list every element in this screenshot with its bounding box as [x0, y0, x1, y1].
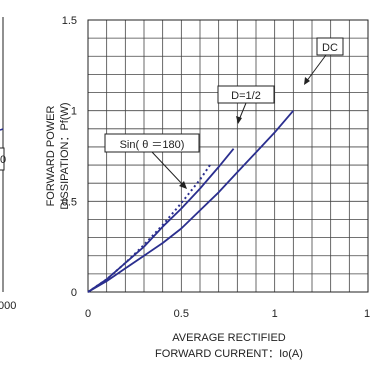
- annotation-dc-box: [316, 37, 344, 56]
- annotation-sin-arrowhead: [179, 181, 187, 189]
- series-line-sin: [87, 162, 213, 293]
- annotation-dc-label: DC: [322, 42, 338, 54]
- x-tick-label: 1: [364, 308, 370, 320]
- y-tick-label: 1: [71, 106, 77, 118]
- series-line-d-half: [87, 148, 235, 293]
- plot-frame: [87, 19, 369, 293]
- neighbor-curve-stub: [0, 128, 4, 131]
- annotation-d-half: D=1/2: [217, 85, 275, 124]
- annotation-dc-arrowhead: [304, 77, 310, 85]
- left-neighbor-fragment: 0 000: [0, 17, 16, 312]
- x-tick-label: 0.5: [174, 308, 189, 320]
- y-axis-label-line1: FORWARD POWER: [45, 106, 57, 207]
- grid: [88, 20, 368, 292]
- y-axis-label-line2: DISSIPATION：Pf(W): [59, 102, 71, 209]
- y-tick-label: 1.5: [62, 15, 77, 27]
- x-axis-label-line1: AVERAGE RECTIFIED: [172, 332, 286, 344]
- x-tick-labels: 0 0.5 1 1: [85, 308, 370, 320]
- y-tick-labels: 0 0.5 1 1.5: [62, 15, 77, 299]
- x-tick-label: 1: [272, 308, 278, 320]
- annotation-dc-arrow: [305, 54, 327, 83]
- annotation-sin-arrow: [151, 151, 185, 187]
- neighbor-label-box: [0, 147, 5, 171]
- neighbor-tick-label: 000: [0, 300, 16, 312]
- annotation-dc: DC: [304, 37, 344, 85]
- x-tick-label: 0: [85, 308, 91, 320]
- annotation-d-half-arrowhead: [236, 116, 242, 124]
- series-line-dc: [87, 110, 294, 293]
- annotation-d-half-label: D=1/2: [231, 90, 261, 102]
- neighbor-label-text: 0: [0, 154, 6, 166]
- y-tick-label: 0.5: [62, 196, 77, 208]
- annotation-sin: Sin( θ ＝180): [104, 133, 200, 189]
- series-lines: [87, 110, 294, 293]
- y-tick-label: 0: [71, 287, 77, 299]
- x-axis-label-line2: FORWARD CURRENT：Io(A): [155, 348, 303, 360]
- annotation-d-half-arrow: [238, 102, 247, 121]
- annotation-sin-label: Sin( θ ＝180): [120, 139, 185, 151]
